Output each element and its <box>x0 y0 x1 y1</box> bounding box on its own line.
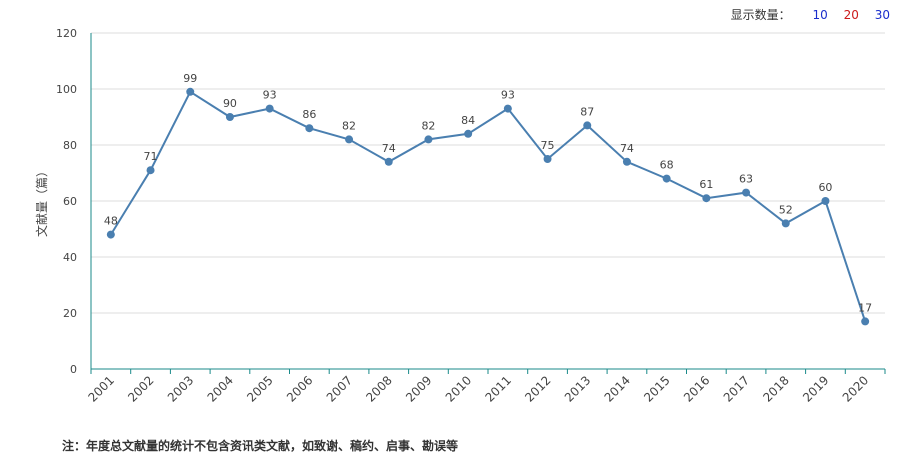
data-point <box>265 104 274 113</box>
data-point <box>861 317 870 326</box>
data-label: 74 <box>620 142 634 155</box>
x-tick-label: 2013 <box>562 373 593 404</box>
data-label: 63 <box>739 173 753 186</box>
x-tick-label: 2008 <box>363 373 394 404</box>
data-label: 74 <box>382 142 396 155</box>
x-tick-label: 2011 <box>482 373 513 404</box>
data-point <box>186 87 195 96</box>
data-point <box>622 157 631 166</box>
x-tick-label: 2020 <box>840 373 871 404</box>
display-count-label: 显示数量： <box>730 8 791 22</box>
data-point <box>225 113 234 121</box>
y-axis-label: 文献量（篇） <box>34 165 49 237</box>
x-tick-label: 2003 <box>165 373 196 404</box>
data-label: 68 <box>660 159 674 172</box>
x-tick-label: 2016 <box>681 373 712 404</box>
data-point <box>106 230 115 239</box>
line-chart: 0 20 40 60 80 100 120 2001 2002 2003 2004 2005 2006 2… <box>34 27 886 405</box>
data-point <box>146 166 155 175</box>
x-tick-label: 2018 <box>760 373 791 404</box>
y-tick-label: 100 <box>56 83 77 96</box>
x-tick-label: 2015 <box>641 373 672 404</box>
data-label: 82 <box>421 119 435 132</box>
x-tick-label: 2007 <box>324 373 355 404</box>
x-tick-label: 2009 <box>403 373 434 404</box>
data-label: 93 <box>501 89 515 102</box>
data-label: 71 <box>144 150 158 163</box>
x-tick-label: 2004 <box>205 373 236 404</box>
data-point <box>781 219 790 228</box>
y-tick-label: 80 <box>63 139 77 152</box>
x-tick-label: 2019 <box>800 373 831 404</box>
y-tick-label: 20 <box>63 307 77 320</box>
data-point <box>305 124 314 133</box>
display-count-option-10[interactable]: 10 <box>812 8 828 22</box>
data-label: 17 <box>858 301 872 314</box>
data-point <box>583 121 592 130</box>
data-label: 75 <box>541 139 555 152</box>
data-label: 87 <box>580 105 594 118</box>
data-point <box>424 135 433 144</box>
display-count-option-20[interactable]: 20 <box>843 8 859 22</box>
data-point <box>345 135 354 144</box>
x-tick-label: 2001 <box>85 373 116 404</box>
data-point <box>384 157 393 166</box>
display-count-bar: 显示数量： 10 20 30 <box>731 6 890 23</box>
y-tick-label: 40 <box>63 251 77 264</box>
data-label: 84 <box>461 114 475 127</box>
y-tick-label: 120 <box>56 27 77 40</box>
data-point <box>742 188 751 197</box>
y-tick-label: 60 <box>63 195 77 208</box>
data-label: 82 <box>342 119 356 132</box>
data-point <box>702 194 711 203</box>
display-count-option-30[interactable]: 30 <box>874 8 890 22</box>
data-point <box>464 129 473 138</box>
data-label: 93 <box>263 89 277 102</box>
footnote: 注：年度总文献量的统计不包含资讯类文献，如致谢、稿约、启事、勘误等 <box>62 439 459 453</box>
y-tick-label: 0 <box>70 363 77 376</box>
x-tick-label: 2002 <box>125 373 156 404</box>
x-tick-label: 2010 <box>443 373 474 404</box>
data-point <box>543 155 552 163</box>
x-tick-label: 2017 <box>721 373 752 404</box>
data-point <box>821 197 830 205</box>
series-line <box>109 90 867 322</box>
data-label: 99 <box>183 72 197 85</box>
x-tick-label: 2012 <box>522 373 553 404</box>
data-label: 48 <box>104 215 118 228</box>
x-tick-label: 2005 <box>244 373 275 404</box>
data-label: 61 <box>699 178 713 191</box>
x-tick-label: 2014 <box>602 373 633 404</box>
data-label: 86 <box>302 108 316 121</box>
data-label: 60 <box>818 181 832 194</box>
data-label: 52 <box>779 203 793 216</box>
x-tick-label: 2006 <box>284 373 315 404</box>
data-point <box>662 174 671 183</box>
data-label: 90 <box>223 97 237 110</box>
data-point <box>503 104 512 113</box>
